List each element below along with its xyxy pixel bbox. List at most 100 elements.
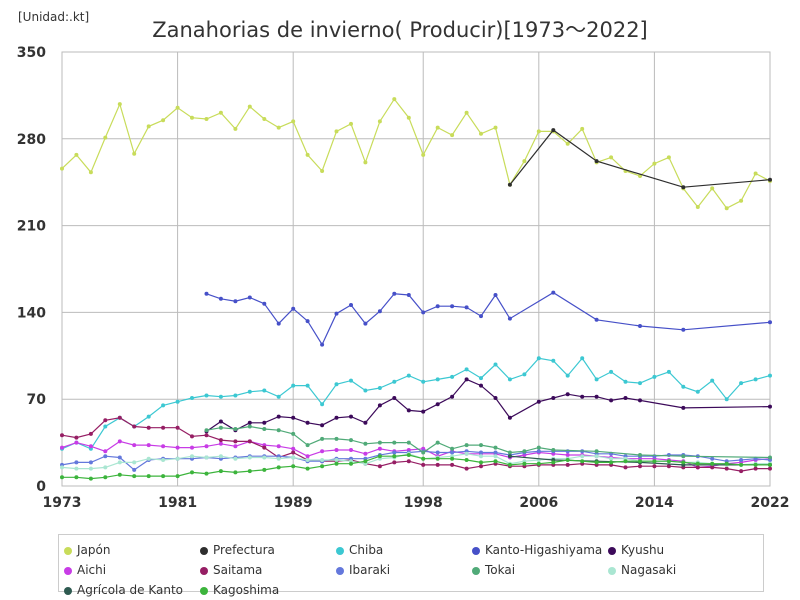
- data-point: [377, 440, 382, 445]
- data-point: [262, 388, 267, 393]
- data-point: [233, 444, 238, 449]
- data-point: [421, 462, 426, 467]
- data-point: [493, 362, 498, 367]
- data-point: [320, 464, 325, 469]
- data-point: [175, 425, 180, 430]
- data-point: [594, 394, 599, 399]
- data-point: [406, 408, 411, 413]
- data-point: [204, 117, 209, 121]
- data-point: [695, 205, 700, 209]
- data-point: [522, 449, 527, 454]
- data-point: [60, 445, 64, 450]
- data-point: [666, 459, 671, 464]
- data-point: [146, 124, 151, 129]
- data-point: [175, 105, 180, 110]
- data-point: [768, 466, 772, 471]
- legend-swatch: [200, 587, 208, 595]
- data-point: [291, 446, 296, 451]
- data-point: [276, 394, 281, 399]
- data-point: [392, 440, 397, 445]
- data-point: [262, 427, 267, 431]
- grid-lines: [61, 51, 771, 487]
- data-point: [450, 450, 455, 455]
- series-line: [61, 440, 771, 469]
- data-point: [190, 454, 194, 459]
- data-point: [464, 305, 469, 310]
- data-point: [724, 397, 729, 402]
- data-point: [349, 378, 353, 383]
- legend-label: Aichi: [77, 563, 107, 577]
- data-point: [190, 470, 194, 475]
- data-point: [349, 303, 353, 307]
- line-chart: 0 70 140 210 280 350 1973 1981 1989 1998 2006 2014 2…: [17, 45, 790, 511]
- data-point: [218, 441, 223, 446]
- data-point: [291, 431, 296, 436]
- data-point: [60, 465, 64, 470]
- data-point: [753, 462, 758, 467]
- data-point: [609, 155, 614, 160]
- data-point: [551, 290, 556, 295]
- data-point: [233, 456, 238, 461]
- x-tick-label: 1981: [158, 495, 197, 511]
- data-point: [247, 455, 252, 460]
- data-point: [262, 467, 267, 472]
- data-point: [276, 125, 281, 130]
- data-point: [334, 436, 339, 441]
- y-tick-label: 140: [17, 305, 46, 321]
- series-line: [61, 98, 771, 209]
- data-point: [377, 403, 382, 408]
- data-point: [710, 186, 715, 191]
- data-point: [507, 316, 512, 321]
- data-point: [218, 296, 223, 301]
- legend-label: Nagasaki: [621, 563, 677, 577]
- data-point: [536, 399, 541, 404]
- data-point: [392, 379, 397, 384]
- data-point: [377, 464, 382, 469]
- data-point: [768, 404, 772, 409]
- data-point: [479, 443, 483, 448]
- data-point: [218, 110, 223, 115]
- data-point: [493, 396, 498, 400]
- data-point: [146, 414, 151, 419]
- data-point: [161, 474, 166, 479]
- series-line: [61, 357, 771, 450]
- data-point: [218, 419, 223, 424]
- data-point: [377, 446, 382, 451]
- data-point: [435, 377, 440, 382]
- legend-label: Tokai: [485, 563, 516, 577]
- unit-label: [Unidad:.kt]: [18, 10, 90, 24]
- data-point: [435, 125, 440, 130]
- data-point: [334, 382, 339, 387]
- data-point: [522, 159, 527, 164]
- data-point: [74, 460, 79, 465]
- data-point: [493, 459, 498, 464]
- series-aichi: [60, 439, 772, 470]
- data-point: [695, 389, 700, 394]
- data-point: [638, 381, 642, 386]
- data-point: [392, 460, 397, 465]
- data-point: [753, 377, 758, 382]
- x-tick-label: 2006: [519, 495, 558, 511]
- legend-swatch: [336, 547, 344, 555]
- data-point: [363, 459, 368, 464]
- data-point: [349, 414, 353, 419]
- data-point: [291, 119, 296, 124]
- data-point: [507, 454, 512, 459]
- series-line: [61, 450, 771, 471]
- data-point: [580, 394, 585, 399]
- data-point: [60, 475, 64, 480]
- data-point: [695, 461, 700, 466]
- data-point: [479, 314, 483, 319]
- data-point: [363, 441, 368, 446]
- y-tick-label: 280: [17, 132, 46, 148]
- data-point: [320, 436, 325, 441]
- data-point: [493, 450, 498, 455]
- data-point: [652, 161, 657, 166]
- data-point: [334, 415, 339, 420]
- data-point: [132, 424, 137, 429]
- data-point: [421, 409, 426, 414]
- data-point: [117, 472, 122, 477]
- data-point: [536, 449, 541, 454]
- data-point: [204, 291, 209, 296]
- data-point: [262, 445, 267, 450]
